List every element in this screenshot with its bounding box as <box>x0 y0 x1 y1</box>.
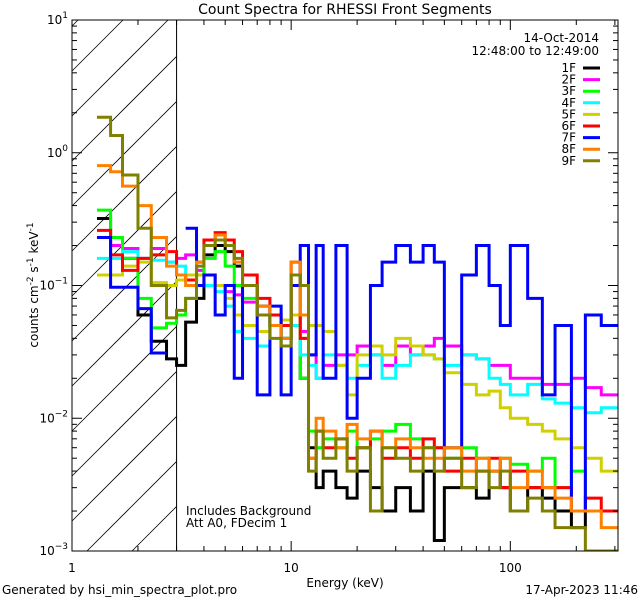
series-8F <box>96 164 618 530</box>
legend-label-2F: 2F <box>561 73 576 87</box>
timestamp-label: 17-Apr-2023 11:46 <box>525 583 638 597</box>
legend-label-4F: 4F <box>561 96 576 110</box>
x-axis-label: Energy (keV) <box>306 576 383 590</box>
x-tick-label: 10 <box>284 561 299 575</box>
hatch-line <box>71 146 177 252</box>
hatch-line <box>71 101 177 207</box>
hatch-line <box>71 326 177 432</box>
hatch-line <box>71 56 177 162</box>
hatch-line <box>71 191 177 297</box>
hatch-line <box>71 19 169 117</box>
legend-label-6F: 6F <box>561 119 576 133</box>
legend-label-7F: 7F <box>561 131 576 145</box>
legend-label-8F: 8F <box>561 142 576 156</box>
hatch-line <box>71 281 177 387</box>
chart-title: Count Spectra for RHESSI Front Segments <box>198 2 492 18</box>
x-tick-label: 1 <box>68 561 76 575</box>
legend-label-9F: 9F <box>561 154 576 168</box>
time-range-label: 12:48:00 to 12:49:00 <box>472 44 599 58</box>
date-label: 14-Oct-2014 <box>523 31 599 45</box>
y-axis-label: counts cm-2 s-1 keV-1 <box>26 222 41 347</box>
hatch-line <box>71 416 177 522</box>
series-5F <box>96 260 618 473</box>
y-tick-label: 10−3 <box>39 542 68 558</box>
y-tick-label: 10−1 <box>39 277 68 293</box>
hatch-line <box>71 19 124 72</box>
legend-label-5F: 5F <box>561 107 576 121</box>
series-9F <box>96 115 618 551</box>
annotation-background: Includes Background <box>186 504 311 518</box>
legend-label-1F: 1F <box>561 61 576 75</box>
hatch-line <box>71 371 177 477</box>
x-tick-label: 100 <box>499 561 522 575</box>
series-7F <box>96 226 618 513</box>
hatch-line <box>131 506 177 552</box>
legend-label-3F: 3F <box>561 84 576 98</box>
hatch-line <box>71 19 79 27</box>
y-tick-label: 101 <box>47 11 68 27</box>
hatch-line <box>86 461 177 552</box>
annotation-attenuator: Att A0, FDecim 1 <box>186 516 287 530</box>
y-tick-label: 100 <box>47 144 68 160</box>
generated-by-label: Generated by hsi_min_spectra_plot.pro <box>2 583 237 597</box>
y-tick-label: 10−2 <box>39 409 68 425</box>
